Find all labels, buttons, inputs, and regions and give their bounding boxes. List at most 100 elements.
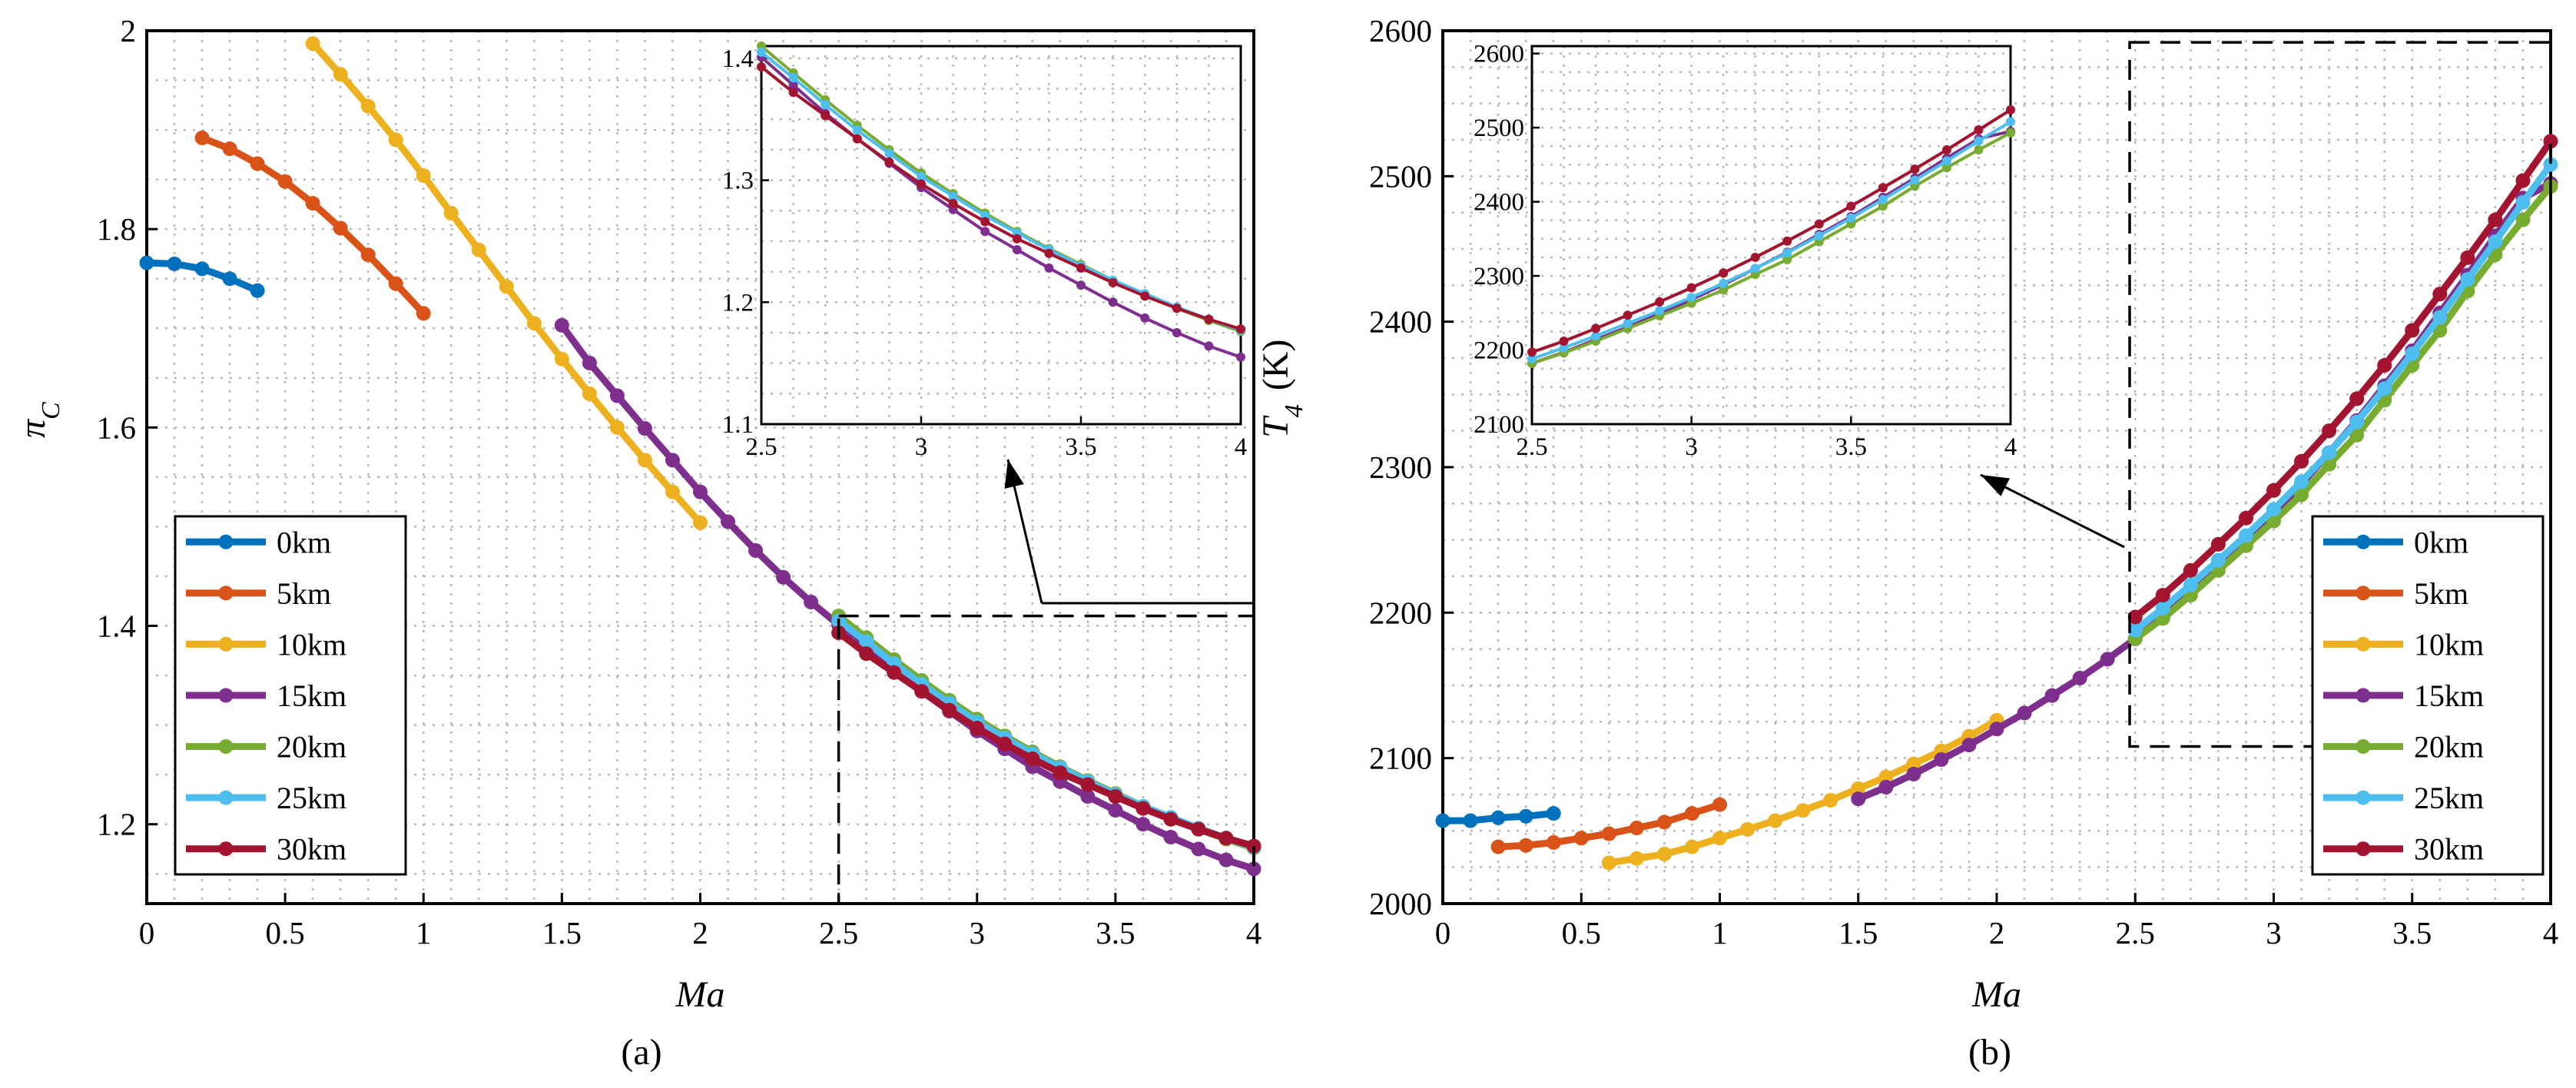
- inset-x-tick-label: 3: [915, 433, 928, 461]
- inset-y-tick-label: 2300: [1474, 263, 1524, 290]
- inset-data-point-30km: [884, 157, 894, 167]
- inset-background: [761, 46, 1241, 424]
- data-point-30km: [942, 702, 957, 718]
- x-tick-label: 3.5: [2392, 915, 2432, 950]
- data-point-10km: [1629, 851, 1644, 866]
- inset-data-point-30km: [1846, 201, 1856, 211]
- inset-y-tick-label: 1.2: [722, 289, 754, 317]
- series-group: [139, 36, 1261, 877]
- inset-y-tick-label: 1.1: [722, 411, 754, 439]
- inset-data-point-30km: [1236, 324, 1245, 334]
- inset-y-tick-label: 2600: [1474, 41, 1524, 68]
- data-point-15km: [2044, 688, 2060, 703]
- data-point-30km: [1025, 751, 1040, 767]
- data-point-30km: [2405, 323, 2420, 338]
- legend-swatch-marker-20km: [218, 739, 234, 755]
- inset-series-line-30km: [1531, 108, 2012, 354]
- series-line-30km: [836, 629, 1255, 850]
- series-line-25km: [836, 618, 1255, 851]
- data-point-25km: [2405, 346, 2420, 361]
- data-point-10km: [609, 420, 625, 435]
- data-point-15km: [804, 595, 819, 610]
- arrow-head: [1004, 459, 1024, 489]
- data-point-5km: [1684, 806, 1699, 821]
- inset-data-point-20km: [1941, 163, 1951, 173]
- data-point-25km: [2294, 474, 2309, 489]
- chart-panel-a: 0 0.5 1 1.5 2 2.5 3 3.5 4 1.2 1.4 1.6 1.8 2 Ma πC (a) 2.5…: [12, 13, 1261, 1073]
- data-point-10km: [637, 453, 652, 468]
- x-tick-label: 3: [970, 915, 986, 950]
- inset-data-point-30km: [2006, 104, 2015, 114]
- inset-data-point-30km: [1878, 183, 1888, 193]
- data-point-30km: [2210, 536, 2226, 552]
- data-point-10km: [554, 351, 569, 367]
- inset-series-line-30km: [760, 65, 1242, 331]
- data-point-5km: [1601, 826, 1616, 841]
- inset-data-point-20km: [2006, 128, 2015, 138]
- data-point-10km: [1656, 847, 1672, 862]
- y-axis-title: T4 (K): [1255, 340, 1308, 438]
- data-point-15km: [1878, 780, 1894, 795]
- y-tick-label: 2400: [1369, 304, 1432, 340]
- data-point-10km: [1768, 813, 1783, 828]
- legend-swatch-marker-25km: [2356, 790, 2371, 805]
- y-axis-symbol: π: [12, 418, 53, 438]
- zoom-region-box: [837, 614, 1255, 905]
- inset-data-point-15km: [1236, 352, 1245, 362]
- data-point-5km: [277, 174, 293, 189]
- data-point-10km: [499, 279, 514, 294]
- y-tick-label: 2000: [1369, 886, 1432, 921]
- x-tick-label: 4: [2543, 915, 2559, 950]
- data-point-25km: [2266, 502, 2281, 517]
- data-point-15km: [665, 453, 680, 468]
- data-point-10km: [1601, 855, 1616, 871]
- legend-entry-5km: 5km: [2414, 576, 2468, 611]
- data-point-30km: [1080, 777, 1096, 792]
- y-axis-subscript: 4: [1280, 404, 1308, 417]
- legend-entry-15km: 15km: [2414, 678, 2484, 713]
- inset-data-point-25km: [1814, 231, 1824, 240]
- inset-data-point-20km: [1719, 285, 1729, 295]
- inset-data-point-30km: [1076, 263, 1086, 273]
- data-point-30km: [2294, 453, 2309, 469]
- legend-entry-10km: 10km: [2414, 627, 2484, 662]
- data-point-10km: [333, 67, 348, 82]
- inset-y-tick-label: 2400: [1474, 189, 1524, 217]
- data-point-5km: [305, 196, 320, 211]
- data-point-5km: [1546, 834, 1561, 850]
- data-point-15km: [1080, 789, 1096, 804]
- legend-swatch-marker-10km: [218, 636, 234, 652]
- inset-data-point-30km: [1655, 297, 1665, 307]
- data-point-30km: [1108, 789, 1123, 804]
- series-line-30km: [2133, 139, 2554, 620]
- data-point-0km: [1518, 808, 1533, 824]
- data-point-30km: [1053, 765, 1068, 781]
- inset-data-point-30km: [1204, 314, 1214, 324]
- data-point-10km: [1740, 821, 1755, 837]
- x-tick-label: 0: [1435, 915, 1451, 950]
- inset-data-point-25km: [757, 47, 766, 57]
- inset-data-point-25km: [1782, 248, 1792, 258]
- inset-data-point-30km: [1044, 248, 1054, 258]
- panel-caption: (b): [1968, 1032, 2011, 1073]
- x-axis-title: Ma: [1971, 974, 2021, 1015]
- legend-swatch-marker-30km: [2356, 841, 2371, 857]
- data-point-15km: [1961, 738, 1977, 753]
- inset-data-point-25km: [852, 125, 862, 135]
- inset-x-tick-label: 2.5: [745, 433, 777, 461]
- x-tick-label: 3.5: [1096, 915, 1135, 950]
- data-point-15km: [2072, 671, 2087, 686]
- inset-data-point-25km: [1941, 156, 1951, 166]
- inset-gridlines: [1532, 46, 2011, 424]
- data-point-10km: [1684, 839, 1699, 854]
- inset-data-point-30km: [1108, 277, 1118, 287]
- legend-swatch-marker-30km: [218, 841, 234, 857]
- x-tick-label: 2: [1989, 915, 2005, 950]
- inset-data-point-30km: [1974, 125, 1984, 135]
- data-point-15km: [609, 388, 625, 403]
- inset-data-point-30km: [917, 179, 926, 189]
- inset-background: [1532, 46, 2011, 424]
- legend-entry-10km: 10km: [277, 627, 346, 662]
- legend-entry-25km: 25km: [2414, 781, 2484, 815]
- y-axis-symbol: T: [1255, 415, 1296, 438]
